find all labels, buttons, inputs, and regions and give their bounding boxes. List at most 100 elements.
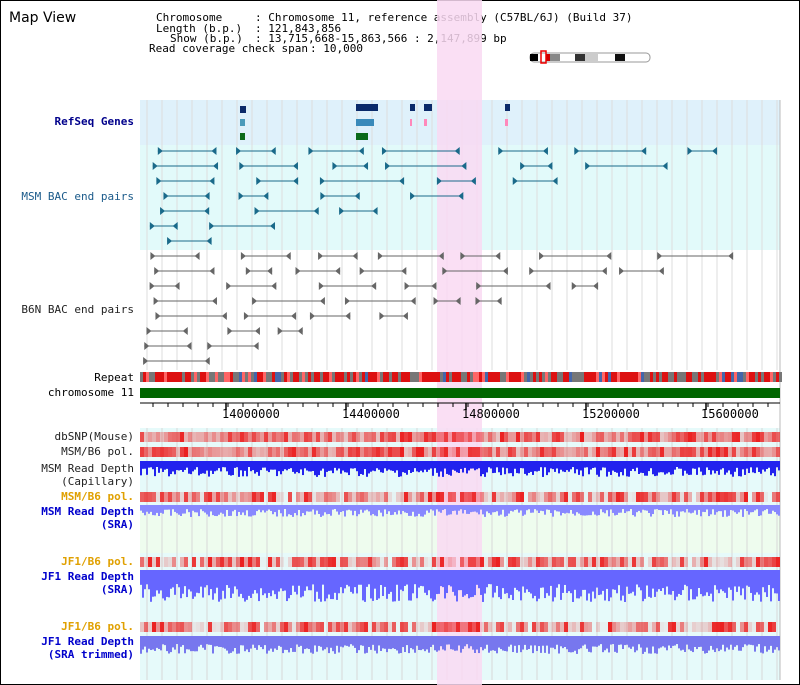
b6n-bac-pair-end	[174, 282, 180, 290]
b6n-bac-pair-end	[404, 282, 410, 290]
msm-b6-pol-strip	[276, 447, 280, 457]
repeat-segment	[203, 372, 206, 382]
dbsnp-label[interactable]: dbSNP(Mouse)	[54, 430, 134, 443]
msm-sra-depth-bar	[152, 505, 154, 516]
msm-b6-pol-strip	[700, 447, 704, 457]
msm-b6-pol-label-2[interactable]: MSM/B6 pol.	[61, 490, 134, 503]
msm-b6-pol-strip	[452, 447, 456, 457]
jf1-depth-bar	[158, 570, 160, 594]
jf1-trimmed-depth-bar	[540, 636, 542, 653]
msm-sra-depth-bar	[222, 505, 224, 514]
jf1-trimmed-depth-bar	[328, 636, 330, 654]
dbsnp-strip	[184, 432, 188, 442]
jf1-b6-pol-strip-2	[524, 622, 528, 632]
jf1-b6-pol-strip	[212, 557, 216, 567]
repeat-segment	[266, 372, 269, 382]
msm-depth-sra-label[interactable]: MSM Read Depth	[41, 505, 134, 518]
msm-capillary-depth-bar	[218, 461, 220, 469]
jf1-trimmed-depth-bar	[544, 636, 546, 653]
msm-sra-depth-bar	[566, 505, 568, 513]
msm-b6-pol-strip-2	[712, 492, 716, 502]
dbsnp-strip	[244, 432, 248, 442]
jf1-b6-pol-strip-2	[408, 622, 412, 632]
repeat-segment	[776, 372, 779, 382]
msm-sra-depth-bar	[674, 505, 676, 517]
msm-sra-depth-bar	[416, 505, 418, 517]
jf1-depth-bar	[572, 570, 574, 602]
jf1-trimmed-depth-bar	[650, 636, 652, 654]
jf1-b6-pol-strip	[372, 557, 376, 567]
msm-bac-pair-end	[167, 237, 173, 245]
dbsnp-strip	[596, 432, 600, 442]
jf1-b6-pol-strip-2	[596, 622, 600, 632]
msm-b6-pol-strip-2	[464, 492, 468, 502]
msm-capillary-depth-bar	[660, 461, 662, 473]
jf1-b6-pol-strip	[172, 557, 176, 567]
msm-capillary-depth-bar	[760, 461, 762, 474]
dbsnp-strip	[320, 432, 324, 442]
repeat-segment	[596, 372, 599, 382]
b6n-bac-label[interactable]: B6N BAC end pairs	[21, 303, 134, 316]
dbsnp-strip	[624, 432, 628, 442]
jf1-depth-bar	[702, 570, 704, 597]
msm-bac-pair-end	[498, 147, 504, 155]
msm-b6-pol-label[interactable]: MSM/B6 pol.	[61, 445, 134, 458]
jf1-depth-bar	[222, 570, 224, 591]
jf1-depth-label[interactable]: JF1 Read Depth	[41, 570, 134, 583]
jf1-b6-pol-label[interactable]: JF1/B6 pol.	[61, 555, 134, 568]
jf1-depth-bar	[644, 570, 646, 599]
msm-b6-pol-strip-2	[232, 492, 236, 502]
msm-b6-pol-strip	[672, 447, 676, 457]
repeat-segment	[686, 372, 689, 382]
jf1-b6-pol-strip-2	[420, 622, 424, 632]
msm-bac-pair-end	[461, 162, 467, 170]
jf1-depth-bar	[598, 570, 600, 596]
msm-capillary-depth-bar	[426, 461, 428, 472]
msm-depth-capillary-label[interactable]: MSM Read Depth	[41, 462, 134, 475]
repeat-segment	[272, 372, 275, 382]
msm-capillary-depth-bar	[734, 461, 736, 472]
dbsnp-strip	[220, 432, 224, 442]
refseq-genes-label[interactable]: RefSeq Genes	[54, 115, 134, 128]
msm-capillary-depth-bar	[656, 461, 658, 476]
repeat-segment	[404, 372, 407, 382]
jf1-trimmed-depth-bar	[398, 636, 400, 654]
jf1-b6-pol-strip	[184, 557, 188, 567]
msm-capillary-depth-bar	[754, 461, 756, 474]
jf1-depth-bar	[198, 570, 200, 594]
jf1-depth-trim-label[interactable]: JF1 Read Depth	[41, 635, 134, 648]
jf1-depth-bar	[470, 570, 472, 598]
jf1-b6-pol-strip	[300, 557, 304, 567]
jf1-depth-bar	[740, 570, 742, 596]
msm-bac-label[interactable]: MSM BAC end pairs	[21, 190, 134, 203]
msm-capillary-depth-bar	[620, 461, 622, 473]
dbsnp-strip	[712, 432, 716, 442]
jf1-trimmed-depth-bar	[332, 636, 334, 652]
msm-capillary-depth-bar	[240, 461, 242, 471]
msm-capillary-depth-bar	[324, 461, 326, 477]
jf1-depth-bar	[378, 570, 380, 599]
jf1-trimmed-depth-bar	[198, 636, 200, 647]
msm-b6-pol-strip-2	[220, 492, 224, 502]
jf1-trimmed-depth-bar	[206, 636, 208, 645]
msm-depth-capillary-sub: (Capillary)	[61, 475, 134, 488]
repeat-segment	[440, 372, 443, 382]
msm-capillary-depth-bar	[750, 461, 752, 468]
b6n-bac-pair-end	[657, 252, 663, 260]
jf1-b6-pol-strip	[624, 557, 628, 567]
jf1-depth-bar	[692, 570, 694, 600]
jf1-trimmed-depth-bar	[634, 636, 636, 653]
jf1-b6-pol-strip	[388, 557, 392, 567]
jf1-depth-bar	[734, 570, 736, 587]
jf1-depth-bar	[582, 570, 584, 590]
jf1-b6-pol-strip	[504, 557, 508, 567]
jf1-b6-pol-label-2[interactable]: JF1/B6 pol.	[61, 620, 134, 633]
msm-sra-depth-bar	[532, 505, 534, 513]
msm-sra-depth-bar	[274, 505, 276, 513]
jf1-b6-pol-strip-2	[516, 622, 520, 632]
msm-b6-pol-strip-2	[696, 492, 700, 502]
msm-sra-depth-bar	[598, 505, 600, 516]
msm-capillary-depth-bar	[290, 461, 292, 469]
jf1-depth-bar	[690, 570, 692, 590]
